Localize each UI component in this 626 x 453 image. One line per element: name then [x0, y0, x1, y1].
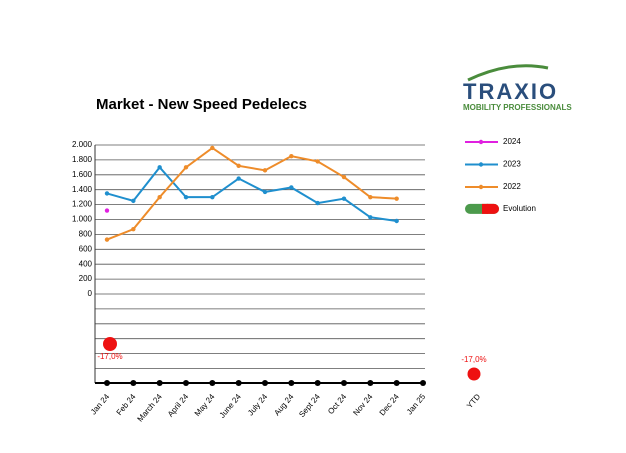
series-point [262, 189, 268, 195]
x-tick-label: Aug 24 [272, 392, 296, 418]
y-tick-label: 0 [88, 289, 93, 298]
series-point [210, 194, 215, 200]
y-tick-label: 1.800 [72, 155, 93, 164]
x-tick-dot [288, 380, 295, 386]
x-tick-dot [130, 380, 137, 386]
legend-label: Evolution [503, 204, 536, 213]
x-tick-label: April 24 [166, 392, 191, 419]
series-point [183, 165, 189, 170]
series-point [104, 237, 110, 242]
x-tick-dot [156, 380, 163, 386]
series-point [315, 159, 320, 164]
y-tick-label: 400 [79, 259, 93, 268]
legend-label: 2022 [503, 182, 521, 191]
x-tick-label: Jan 25 [405, 392, 428, 417]
legend-label: 2024 [503, 137, 521, 146]
y-tick-label: 200 [79, 274, 93, 283]
logo-swoosh [467, 64, 549, 82]
ytd-dot [467, 367, 481, 381]
x-tick-dot [235, 380, 242, 386]
legend-label: 2023 [503, 160, 521, 169]
x-tick-label: May 24 [193, 392, 217, 418]
x-tick-dot [183, 380, 189, 386]
y-tick-label: 1.400 [72, 185, 93, 194]
series-point [236, 163, 241, 169]
y-tick-label: 1.000 [72, 215, 93, 224]
series-point [394, 218, 399, 224]
y-tick-label: 1.600 [72, 170, 93, 179]
series-point [104, 191, 110, 196]
series-point [368, 215, 373, 220]
series-point [394, 196, 399, 201]
series-point [157, 165, 162, 170]
x-tick-dot [209, 380, 216, 386]
logo-tagline: MOBILITY PROFESSIONALS [463, 103, 572, 112]
ytd-label: YTD [465, 392, 482, 410]
x-tick-dot [341, 380, 347, 386]
series-point [236, 176, 241, 181]
x-tick-label: Sept 24 [297, 392, 322, 419]
logo-name: TRAXIO [463, 79, 558, 104]
series-point [368, 194, 373, 200]
x-tick-label: Dec 24 [378, 392, 402, 418]
evolution-label: -17,0% [97, 352, 122, 361]
series-point [131, 226, 136, 232]
x-tick-dot [314, 380, 321, 386]
series-point [104, 208, 110, 213]
series-point [183, 194, 189, 200]
x-tick-dot [104, 380, 110, 386]
series-point [289, 153, 294, 159]
x-tick-label: Oct 24 [326, 392, 348, 416]
x-tick-label: June 24 [218, 392, 244, 420]
series-line [106, 146, 397, 241]
series-point [341, 174, 347, 180]
series-point [210, 145, 215, 151]
series-point [315, 200, 320, 206]
y-tick-label: 600 [79, 244, 93, 253]
x-tick-dot [367, 380, 374, 386]
x-tick-label: March 24 [136, 392, 165, 424]
x-tick-label: Jan 24 [89, 392, 112, 417]
series-line [106, 165, 397, 222]
y-tick-label: 2.000 [72, 140, 93, 149]
legend-dot [478, 139, 484, 145]
series-point [341, 196, 347, 201]
logo: TRAXIO MOBILITY PROFESSIONALS [463, 64, 572, 112]
series-point [131, 198, 136, 204]
legend-dot [478, 184, 484, 190]
chart-title: Market - New Speed Pedelecs [96, 96, 307, 113]
legend-dot [478, 162, 484, 167]
evolution-dot [103, 337, 117, 351]
legend-pill-red-join [482, 203, 488, 214]
x-tick-dot [420, 380, 426, 386]
x-tick-dot [262, 380, 268, 386]
y-tick-label: 1.200 [72, 200, 93, 209]
x-tick-label: Nov 24 [351, 392, 375, 418]
x-tick-label: Feb 24 [115, 392, 138, 417]
series-point [157, 194, 162, 200]
series-point [262, 168, 268, 173]
x-tick-label: July 24 [246, 392, 270, 418]
x-tick-dot [393, 380, 400, 386]
y-tick-label: 800 [79, 230, 93, 239]
series-point [289, 185, 294, 190]
ytd-value-label: -17,0% [461, 355, 486, 364]
